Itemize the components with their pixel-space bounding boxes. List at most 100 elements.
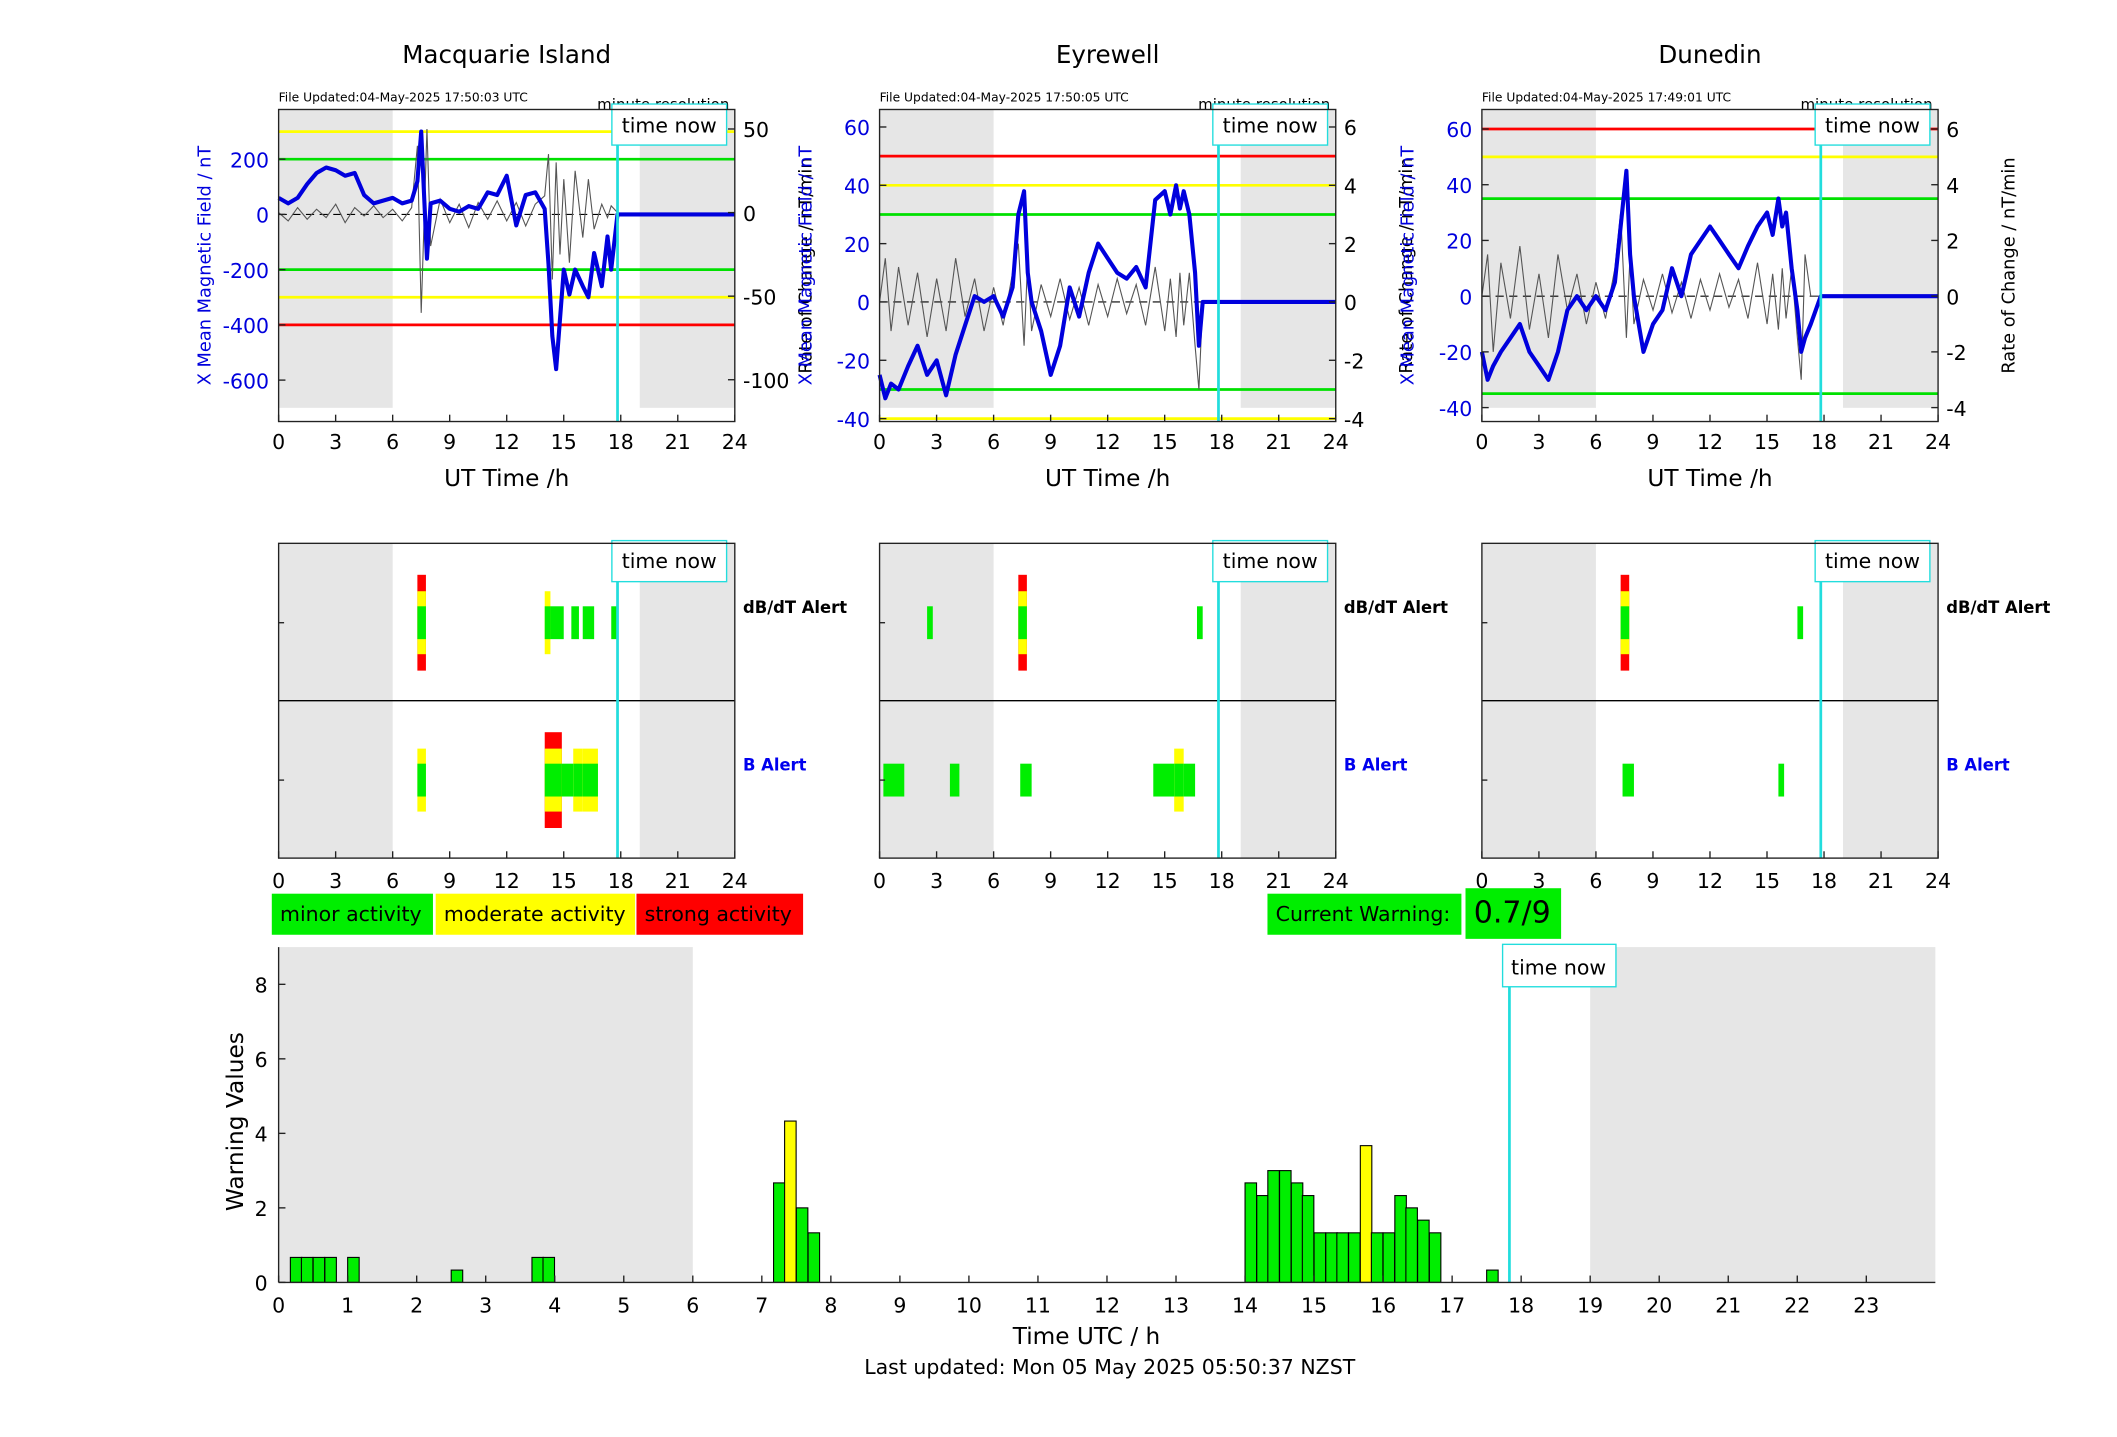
warning-x-tick-label: 4 <box>548 1293 561 1317</box>
station-2-b-alert-mark-green <box>1020 763 1032 797</box>
warning-bar <box>324 1256 337 1283</box>
warning-bar <box>347 1256 360 1283</box>
warning-bar <box>1244 1182 1258 1283</box>
station-3-alert-time-now-box <box>1814 539 1931 583</box>
station-3-right-ylabel: Rate of Change / nT/min <box>2000 157 2020 373</box>
warning-night-shade <box>278 947 693 1283</box>
station-1-right-tick-label: -100 <box>743 369 789 393</box>
warning-y-tick-label: 4 <box>255 1123 268 1147</box>
station-1-dbdt-alert-mark-green <box>550 606 564 640</box>
current-warning-value: 0.7/9 <box>1465 888 1562 939</box>
station-3-right-tick-label: -2 <box>1946 341 1966 365</box>
station-3-title: Dunedin <box>1658 40 1761 69</box>
warning-bar <box>1301 1195 1315 1283</box>
station-1-xlabel: UT Time /h <box>444 465 569 492</box>
station-2-left-tick-label: 40 <box>844 175 870 199</box>
station-2-alert-x-tick-label: 9 <box>1044 869 1057 893</box>
station-3-left-tick-label: -20 <box>1439 341 1472 365</box>
warning-bar <box>1290 1182 1304 1283</box>
station-3-dbdt-trace <box>1481 212 1821 380</box>
station-2-b-alert-mark-green <box>883 763 905 797</box>
station-2-title: Eyrewell <box>1056 40 1160 69</box>
warning-bar <box>1313 1232 1327 1283</box>
station-3-top-x-tick-label: 3 <box>1532 430 1545 454</box>
station-3-xlabel: UT Time /h <box>1647 465 1772 492</box>
station-3-alert-x-tick-label: 18 <box>1811 869 1837 893</box>
station-1-left-tick-label: -600 <box>223 369 269 393</box>
warning-bar <box>1382 1232 1396 1283</box>
station-3-alert-x-tick-label: 6 <box>1589 869 1602 893</box>
station-1-alert-x-tick-label: 18 <box>608 869 634 893</box>
warning-x-tick-label: 1 <box>341 1293 354 1317</box>
station-2-file-updated: File Updated:04-May-2025 17:50:05 UTC <box>880 90 1129 104</box>
station-1-left-tick-label: 0 <box>256 204 269 228</box>
current-warning-label: Current Warning: <box>1267 893 1462 935</box>
station-2-left-tick-label: 0 <box>857 291 870 315</box>
station-2-left-ylabel: X Mean Magnetic Field / nT <box>796 146 816 386</box>
warning-bar <box>542 1256 556 1283</box>
warning-x-tick-label: 12 <box>1094 1293 1120 1317</box>
station-1-alert-time-now-box <box>611 539 728 583</box>
station-2-top-x-tick-label: 21 <box>1266 430 1292 454</box>
station-1-dbdt-alert-mark-green <box>417 606 426 640</box>
station-2-left-tick-label: 20 <box>844 233 870 257</box>
station-1-top-night-shade <box>639 109 735 408</box>
station-3-dbdt-alert-mark-green <box>1620 606 1630 640</box>
warning-y-tick-label: 6 <box>255 1048 268 1072</box>
warning-bar <box>807 1232 821 1283</box>
legend-strong-activity: strong activity <box>636 893 804 935</box>
warning-x-tick-label: 21 <box>1715 1293 1741 1317</box>
station-3-top-x-tick-label: 0 <box>1475 430 1488 454</box>
warning-y-tick-label: 0 <box>255 1272 268 1296</box>
warning-x-tick-label: 18 <box>1508 1293 1534 1317</box>
station-2-top-x-tick-label: 24 <box>1323 430 1349 454</box>
station-3-alert-x-tick-label: 15 <box>1754 869 1780 893</box>
station-2-top-x-tick-label: 0 <box>873 430 886 454</box>
warning-x-tick-label: 13 <box>1163 1293 1189 1317</box>
station-2-b-alert-mark-green <box>949 763 960 797</box>
station-3-right-tick-label: 2 <box>1946 230 1959 254</box>
warning-x-tick-label: 0 <box>272 1293 285 1317</box>
station-3-alert-x-tick-label: 3 <box>1532 869 1545 893</box>
station-3-dbdt-alert-label: dB/dT Alert <box>1946 598 2050 617</box>
station-3-b-alert-mark-green <box>1622 763 1634 797</box>
station-3-left-tick-label: 40 <box>1446 174 1472 198</box>
station-1-top-x-tick-label: 6 <box>386 430 399 454</box>
station-3-alert-time-now-label: time now <box>1825 549 1920 573</box>
station-1-dbdt-trace <box>278 129 618 313</box>
warning-bar <box>312 1256 326 1283</box>
warning-bar <box>289 1256 303 1283</box>
station-2-alert-x-tick-label: 24 <box>1323 869 1349 893</box>
station-2-top-x-tick-label: 12 <box>1095 430 1121 454</box>
station-1-left-tick-label: -200 <box>223 259 269 283</box>
station-3-b-alert-mark-green <box>1778 763 1785 797</box>
station-2-alert-x-tick-label: 21 <box>1266 869 1292 893</box>
warning-x-tick-label: 22 <box>1784 1293 1810 1317</box>
warning-time-now-box <box>1501 943 1617 988</box>
warning-x-tick-label: 6 <box>686 1293 699 1317</box>
station-3-top-time-now-label: time now <box>1825 114 1920 138</box>
station-2-top-time-now-label: time now <box>1223 114 1318 138</box>
station-1-alert-x-tick-label: 0 <box>272 869 285 893</box>
warning-bar <box>1267 1170 1280 1283</box>
warning-x-tick-label: 23 <box>1853 1293 1879 1317</box>
station-3-x-field-trace <box>1479 168 1939 382</box>
station-3-top-time-now-box <box>1814 103 1931 146</box>
warning-y-tick-label: 2 <box>255 1197 268 1221</box>
station-1-top-night-shade <box>278 109 393 408</box>
station-3-alert-x-tick-label: 12 <box>1697 869 1723 893</box>
station-1-top-x-tick-label: 15 <box>551 430 577 454</box>
warning-x-tick-label: 16 <box>1370 1293 1396 1317</box>
station-2-alert-x-tick-label: 12 <box>1095 869 1121 893</box>
station-3-top-x-tick-label: 21 <box>1868 430 1894 454</box>
warning-x-tick-label: 10 <box>956 1293 982 1317</box>
station-2-top-x-tick-label: 15 <box>1152 430 1178 454</box>
station-1-left-ylabel: X Mean Magnetic Field / nT <box>195 146 215 386</box>
station-1-alert-x-tick-label: 6 <box>386 869 399 893</box>
warning-y-tick-label: 8 <box>255 974 268 998</box>
station-3-alert-x-tick-label: 0 <box>1475 869 1488 893</box>
warning-time-now-label: time now <box>1511 955 1606 979</box>
station-2-b-alert-label: B Alert <box>1344 756 1408 775</box>
station-3-top-x-tick-label: 15 <box>1754 430 1780 454</box>
warning-xlabel: Time UTC / h <box>1012 1323 1160 1350</box>
